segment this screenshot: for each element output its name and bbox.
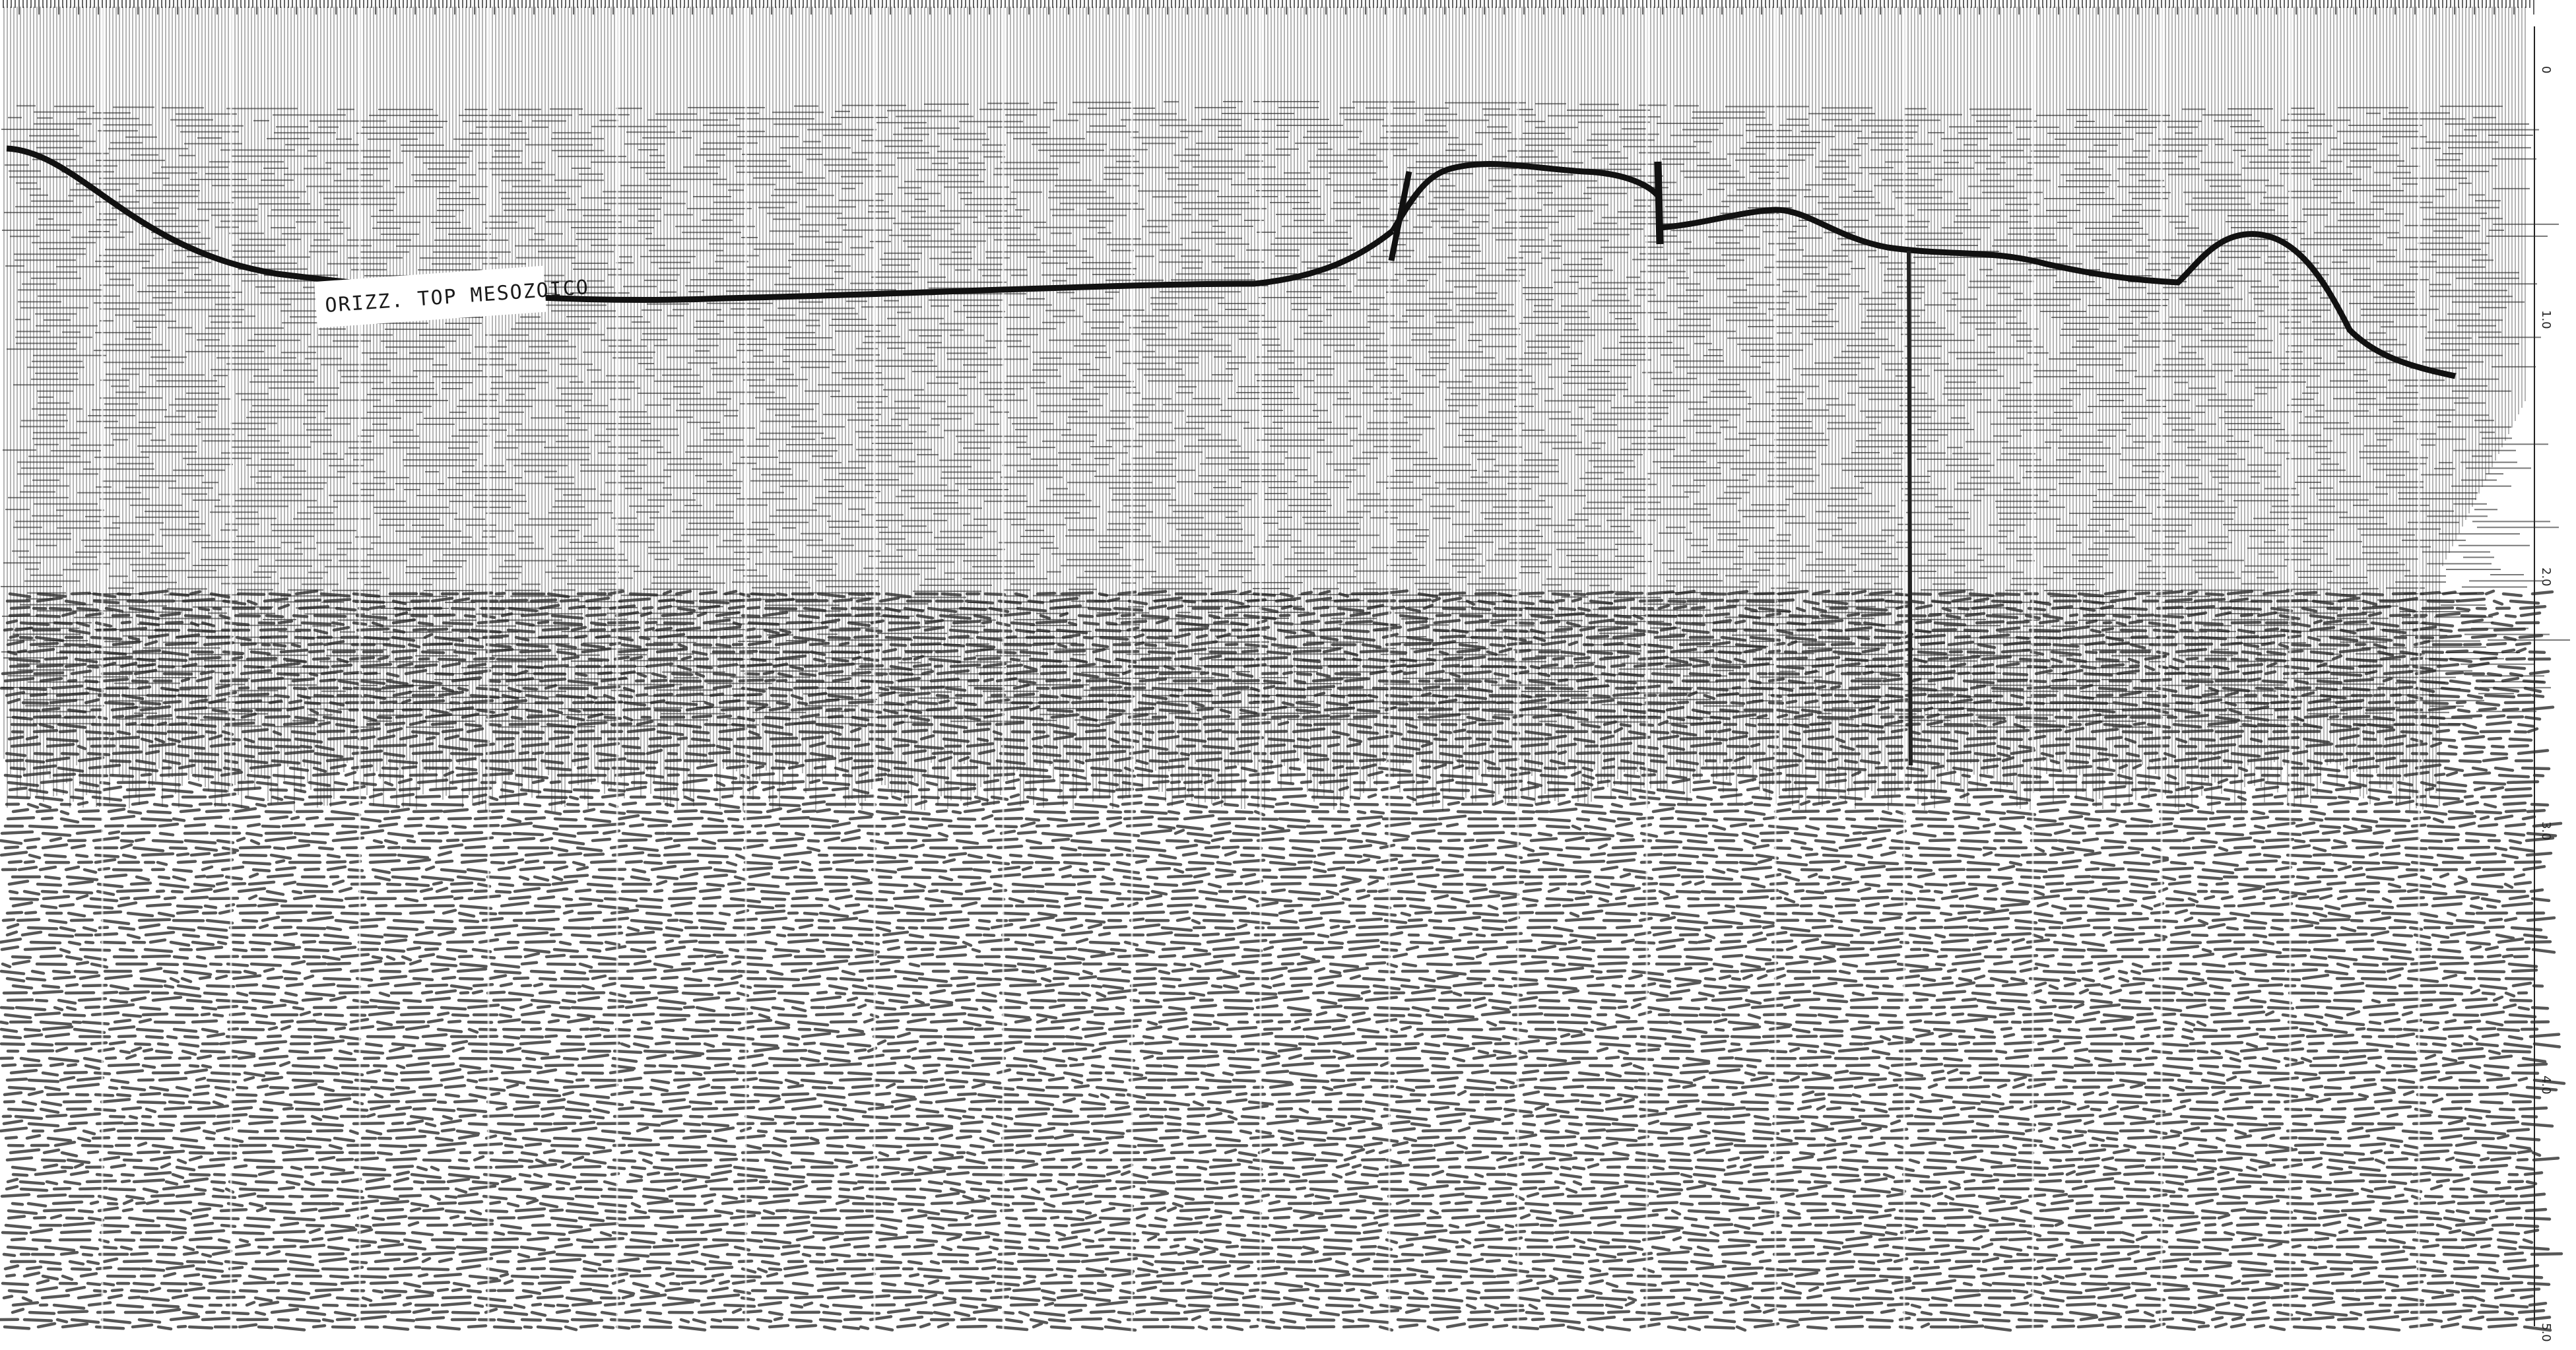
upper-vertical-traces bbox=[1, 7, 2570, 812]
fault-mark-right bbox=[1907, 250, 1913, 766]
horizon-label-box bbox=[314, 265, 547, 328]
deep-wiggle-marks bbox=[0, 589, 2566, 1332]
time-label-0: 0 bbox=[2539, 66, 2553, 73]
lower-wiggle-texture bbox=[0, 589, 2566, 1332]
time-label-4: 4.0 bbox=[2539, 1076, 2553, 1095]
shot-point-lines bbox=[101, 7, 2420, 1339]
time-label-5: 5.0 bbox=[2539, 1323, 2553, 1342]
horizon-line-right bbox=[1659, 207, 2456, 379]
top-ticks bbox=[3, 0, 2534, 15]
time-axis: 0 1.0 2.0 3.0 4.0 5.0 bbox=[2534, 26, 2553, 1342]
horizon-line-block bbox=[1390, 161, 1663, 233]
top-tick-strip bbox=[3, 0, 2534, 15]
horizon-line-left bbox=[6, 145, 1395, 304]
time-label-2: 2.0 bbox=[2539, 567, 2553, 587]
upper-trace-lines bbox=[3, 7, 2526, 812]
horizon-top-mesozoico: ORIZZ. TOP MESOZOICO bbox=[6, 145, 2456, 766]
fault-mark-center bbox=[1654, 161, 1664, 245]
time-label-1: 1.0 bbox=[2539, 310, 2553, 329]
shot-point-gaps bbox=[101, 7, 2420, 1339]
fault-mark-left bbox=[1388, 171, 1412, 261]
time-label-3: 3.0 bbox=[2539, 821, 2553, 841]
